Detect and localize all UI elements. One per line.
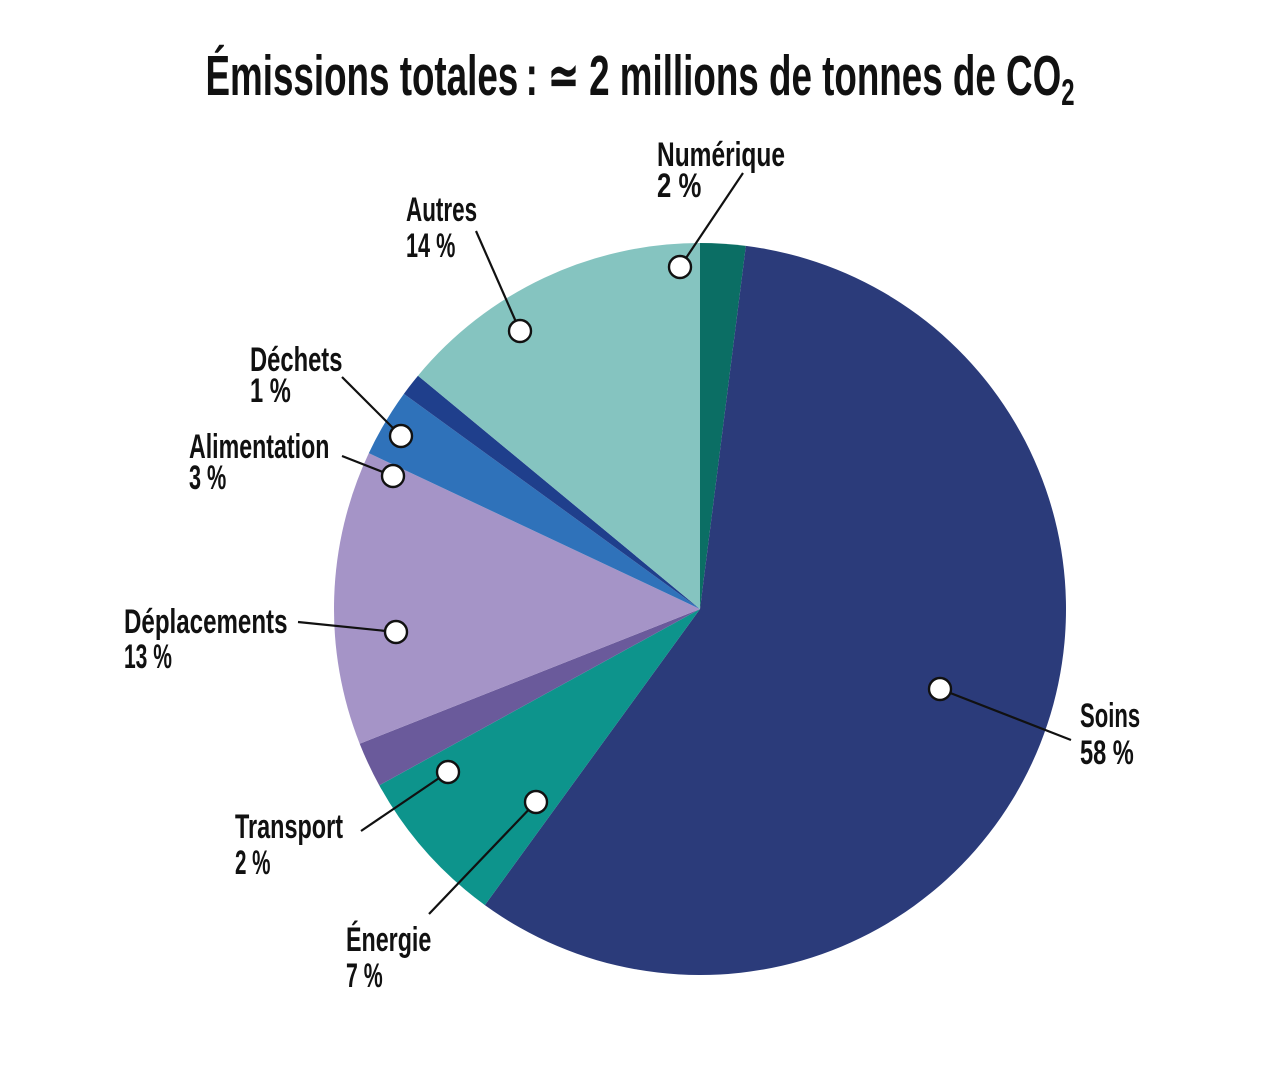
svg-text:2 %: 2 % [235, 844, 271, 882]
svg-text:2 %: 2 % [657, 167, 701, 205]
svg-text:Énergie: Énergie [346, 921, 431, 959]
svg-text:Soins: Soins [1080, 697, 1140, 735]
svg-text:1 %: 1 % [250, 372, 291, 410]
svg-text:Déplacements: Déplacements [124, 603, 288, 641]
svg-text:58 %: 58 % [1080, 734, 1134, 772]
svg-text:3 %: 3 % [189, 459, 226, 497]
svg-text:7 %: 7 % [346, 957, 383, 995]
svg-text:13 %: 13 % [124, 638, 172, 676]
svg-text:Autres: Autres [406, 191, 477, 229]
svg-text:14 %: 14 % [406, 227, 455, 265]
svg-text:Transport: Transport [235, 808, 343, 846]
svg-text:Émissions totales : ≃ 2 millio: Émissions totales : ≃ 2 millions de tonn… [206, 44, 1075, 113]
